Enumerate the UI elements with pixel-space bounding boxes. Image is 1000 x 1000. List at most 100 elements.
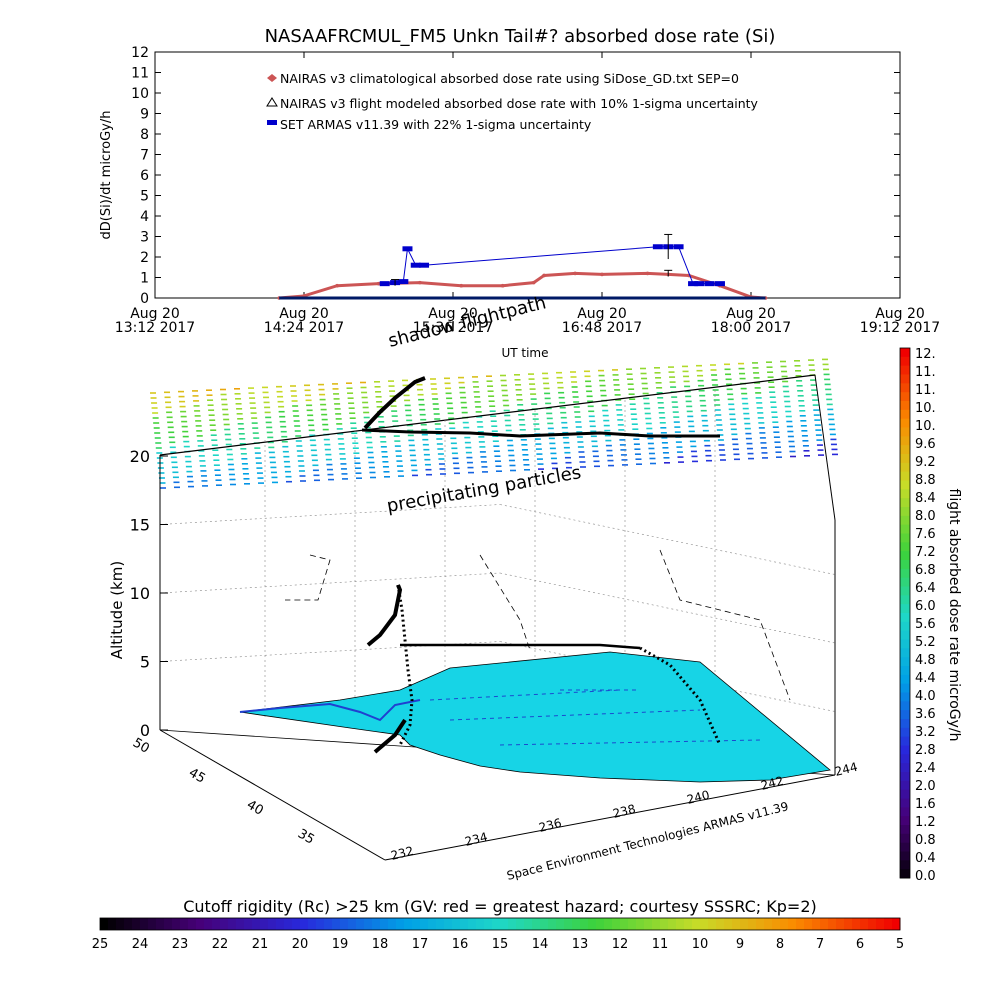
- rc-bar-segment: [308, 918, 317, 930]
- rc-bar-segment: [564, 918, 573, 930]
- rc-tick-label: 6: [856, 937, 864, 952]
- legend-marker-armas: [267, 120, 277, 125]
- set-armas-point: [419, 262, 430, 268]
- colorbar-segment: [900, 657, 910, 667]
- colorbar-tick-label: 3.6: [915, 707, 936, 722]
- x-tick-date: Aug 20: [428, 306, 478, 322]
- x-tick-time: 19:12 2017: [860, 320, 940, 336]
- flightpath-cruise: [361, 428, 720, 438]
- rc-bar-segment: [404, 918, 413, 930]
- rc-bar-segment: [612, 918, 621, 930]
- nairas-clim-point: [418, 280, 422, 285]
- rc-bar-segment: [804, 918, 813, 930]
- flightpath-low: [400, 643, 641, 650]
- y-tick-label: 11: [131, 66, 149, 82]
- y-tick-label: 0: [140, 291, 149, 307]
- rc-bar-segment: [220, 918, 229, 930]
- colorbar-segment: [900, 780, 910, 791]
- colorbar-tick-label: 11.: [915, 365, 936, 380]
- set-armas-point: [652, 244, 663, 250]
- plot-box-edge: [159, 374, 816, 456]
- flightpath-approach: [639, 646, 722, 746]
- altitude-tick-label: 0: [140, 721, 150, 740]
- colorbar-segment: [900, 427, 910, 437]
- rc-bar-segment: [596, 918, 605, 930]
- grid-line: [159, 572, 501, 594]
- colorbar-segment: [900, 860, 910, 870]
- rc-bar-segment: [364, 918, 373, 930]
- colorbar-segment: [900, 374, 910, 384]
- lat-tick-label: 40: [244, 797, 266, 818]
- flightpath-origin: [373, 718, 407, 754]
- rc-bar-segment: [244, 918, 253, 930]
- set-armas-label: Space Environment Technologies ARMAS v11…: [505, 799, 789, 883]
- rc-tick-label: 14: [532, 937, 549, 952]
- colorbar-segment: [900, 586, 910, 596]
- colorbar-segment: [900, 401, 910, 411]
- lat-tick-label: 50: [130, 735, 152, 756]
- rc-bar-segment: [380, 918, 389, 930]
- x-tick-time: 15:36 2017: [413, 320, 493, 336]
- lat-tick-label: 35: [295, 826, 317, 847]
- colorbar-segment: [900, 436, 910, 446]
- colorbar-tick-label: 4.4: [915, 671, 936, 686]
- rc-bar-segment: [116, 918, 125, 930]
- rc-tick-label: 11: [652, 937, 669, 952]
- x-tick-time: 13:12 2017: [115, 320, 195, 336]
- colorbar-segment: [900, 356, 910, 367]
- rc-tick-label: 15: [492, 937, 509, 952]
- colorbar-segment: [900, 471, 910, 481]
- rc-bar-segment: [508, 918, 517, 930]
- rc-bar-segment: [892, 918, 901, 930]
- colorbar-tick-label: 0.8: [915, 833, 936, 848]
- colorbar-tick-label: 12.: [915, 347, 936, 362]
- colorbar-segment: [900, 772, 910, 782]
- y-tick-label: 1: [140, 271, 149, 287]
- colorbar-tick-label: 8.0: [915, 509, 936, 524]
- nairas-clim-point: [573, 271, 577, 276]
- y-tick-label: 3: [140, 230, 149, 246]
- colorbar-segment: [900, 630, 910, 640]
- rc-bar-segment: [124, 918, 133, 930]
- rc-bar-segment: [348, 918, 357, 930]
- nairas-clim-point: [500, 283, 505, 288]
- rc-bar-segment: [836, 918, 845, 930]
- rc-bar-segment: [180, 918, 189, 930]
- rc-bar-segment: [740, 918, 749, 930]
- rc-tick-label: 5: [896, 937, 904, 952]
- x-tick-time: 18:00 2017: [711, 320, 791, 336]
- set-armas-point: [410, 262, 421, 268]
- colorbar-segment: [900, 383, 910, 393]
- rc-bar-segment: [476, 918, 485, 930]
- colorbar-segment: [900, 604, 910, 614]
- rc-bar-segment: [692, 918, 701, 930]
- flightpath-climb: [363, 376, 426, 430]
- colorbar-tick-label: 6.4: [915, 581, 936, 596]
- rc-bar-segment: [844, 918, 853, 930]
- plot-box-edge: [159, 729, 386, 861]
- lon-tick-label: 232: [389, 844, 415, 863]
- rc-tick-label: 9: [736, 937, 744, 952]
- rc-bar-segment: [284, 918, 293, 930]
- rc-tick-label: 17: [412, 937, 429, 952]
- colorbar-segment: [900, 542, 910, 552]
- rc-bar-segment: [780, 918, 789, 930]
- rc-bar-segment: [748, 918, 757, 930]
- y-tick-label: 2: [140, 250, 149, 266]
- colorbar-segment: [900, 418, 910, 428]
- colorbar-segment: [900, 613, 910, 623]
- colorbar-segment: [900, 798, 910, 808]
- set-armas-point: [694, 281, 705, 287]
- rc-bar-segment: [148, 918, 157, 930]
- colorbar-tick-label: 8.8: [915, 473, 936, 488]
- altitude-tick-label: 20: [130, 447, 150, 466]
- colorbar-segment: [900, 480, 910, 490]
- isoline: [499, 739, 761, 746]
- colorbar-segment: [900, 533, 910, 543]
- nairas-clim-point: [542, 273, 546, 278]
- rc-bar-segment: [852, 918, 861, 930]
- colorbar-tick-label: 10.: [915, 419, 936, 434]
- rc-tick-label: 21: [252, 937, 269, 952]
- rc-bar-segment: [684, 918, 693, 930]
